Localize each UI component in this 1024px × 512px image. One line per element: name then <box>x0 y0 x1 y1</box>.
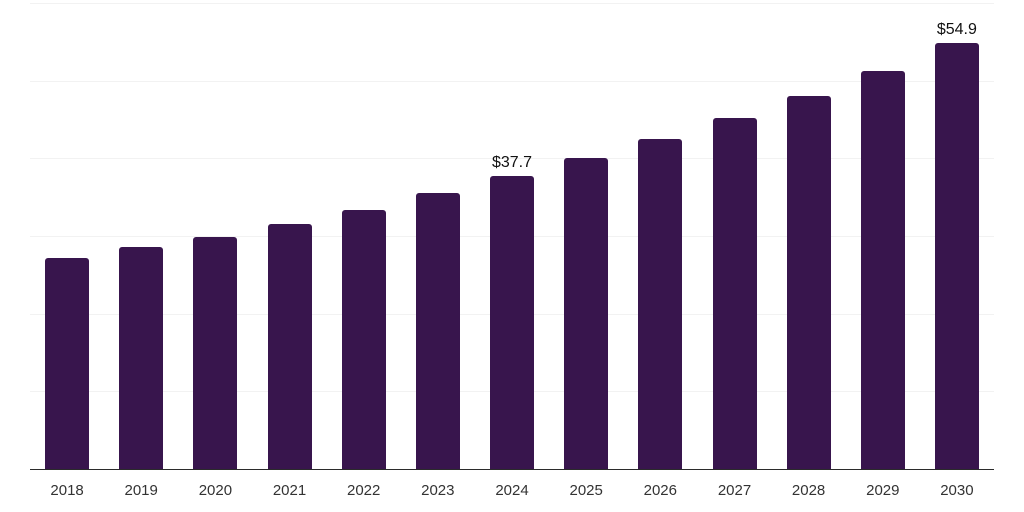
gridline <box>30 80 994 82</box>
gridline <box>30 3 994 4</box>
x-axis-label-2020: 2020 <box>198 482 233 499</box>
x-axis-label-2019: 2019 <box>124 482 158 499</box>
x-axis-label-2026: 2026 <box>643 482 677 499</box>
x-axis-line <box>30 468 994 470</box>
bar-2021 <box>267 223 312 469</box>
x-axis-label-2027: 2027 <box>717 482 752 499</box>
bar-2018 <box>45 257 90 469</box>
x-axis-label-2025: 2025 <box>569 482 603 499</box>
bar-2025 <box>564 158 609 469</box>
bar-2030 <box>934 42 979 469</box>
bar-2024 <box>490 176 534 469</box>
bar-value-label-2024: $37.7 <box>491 154 533 172</box>
bar-2028 <box>786 96 831 469</box>
x-axis-label-2018: 2018 <box>50 482 84 499</box>
x-axis-label-2029: 2029 <box>866 482 900 499</box>
bar-2023 <box>415 193 460 469</box>
bar-2029 <box>860 70 905 469</box>
bar-2020 <box>193 236 238 469</box>
x-axis-label-2030: 2030 <box>940 482 974 499</box>
x-axis-label-2028: 2028 <box>791 482 826 499</box>
x-axis-label-2024: 2024 <box>495 482 529 499</box>
bar-2027 <box>712 117 757 469</box>
bar-2019 <box>119 246 164 469</box>
bar-2022 <box>341 209 386 469</box>
x-axis-label-2021: 2021 <box>272 482 307 499</box>
x-axis-label-2022: 2022 <box>347 482 381 499</box>
bar-value-label-2030: $54.9 <box>936 20 977 38</box>
gridline <box>30 158 994 160</box>
x-axis-label-2023: 2023 <box>421 482 455 499</box>
bar-2026 <box>638 138 683 469</box>
